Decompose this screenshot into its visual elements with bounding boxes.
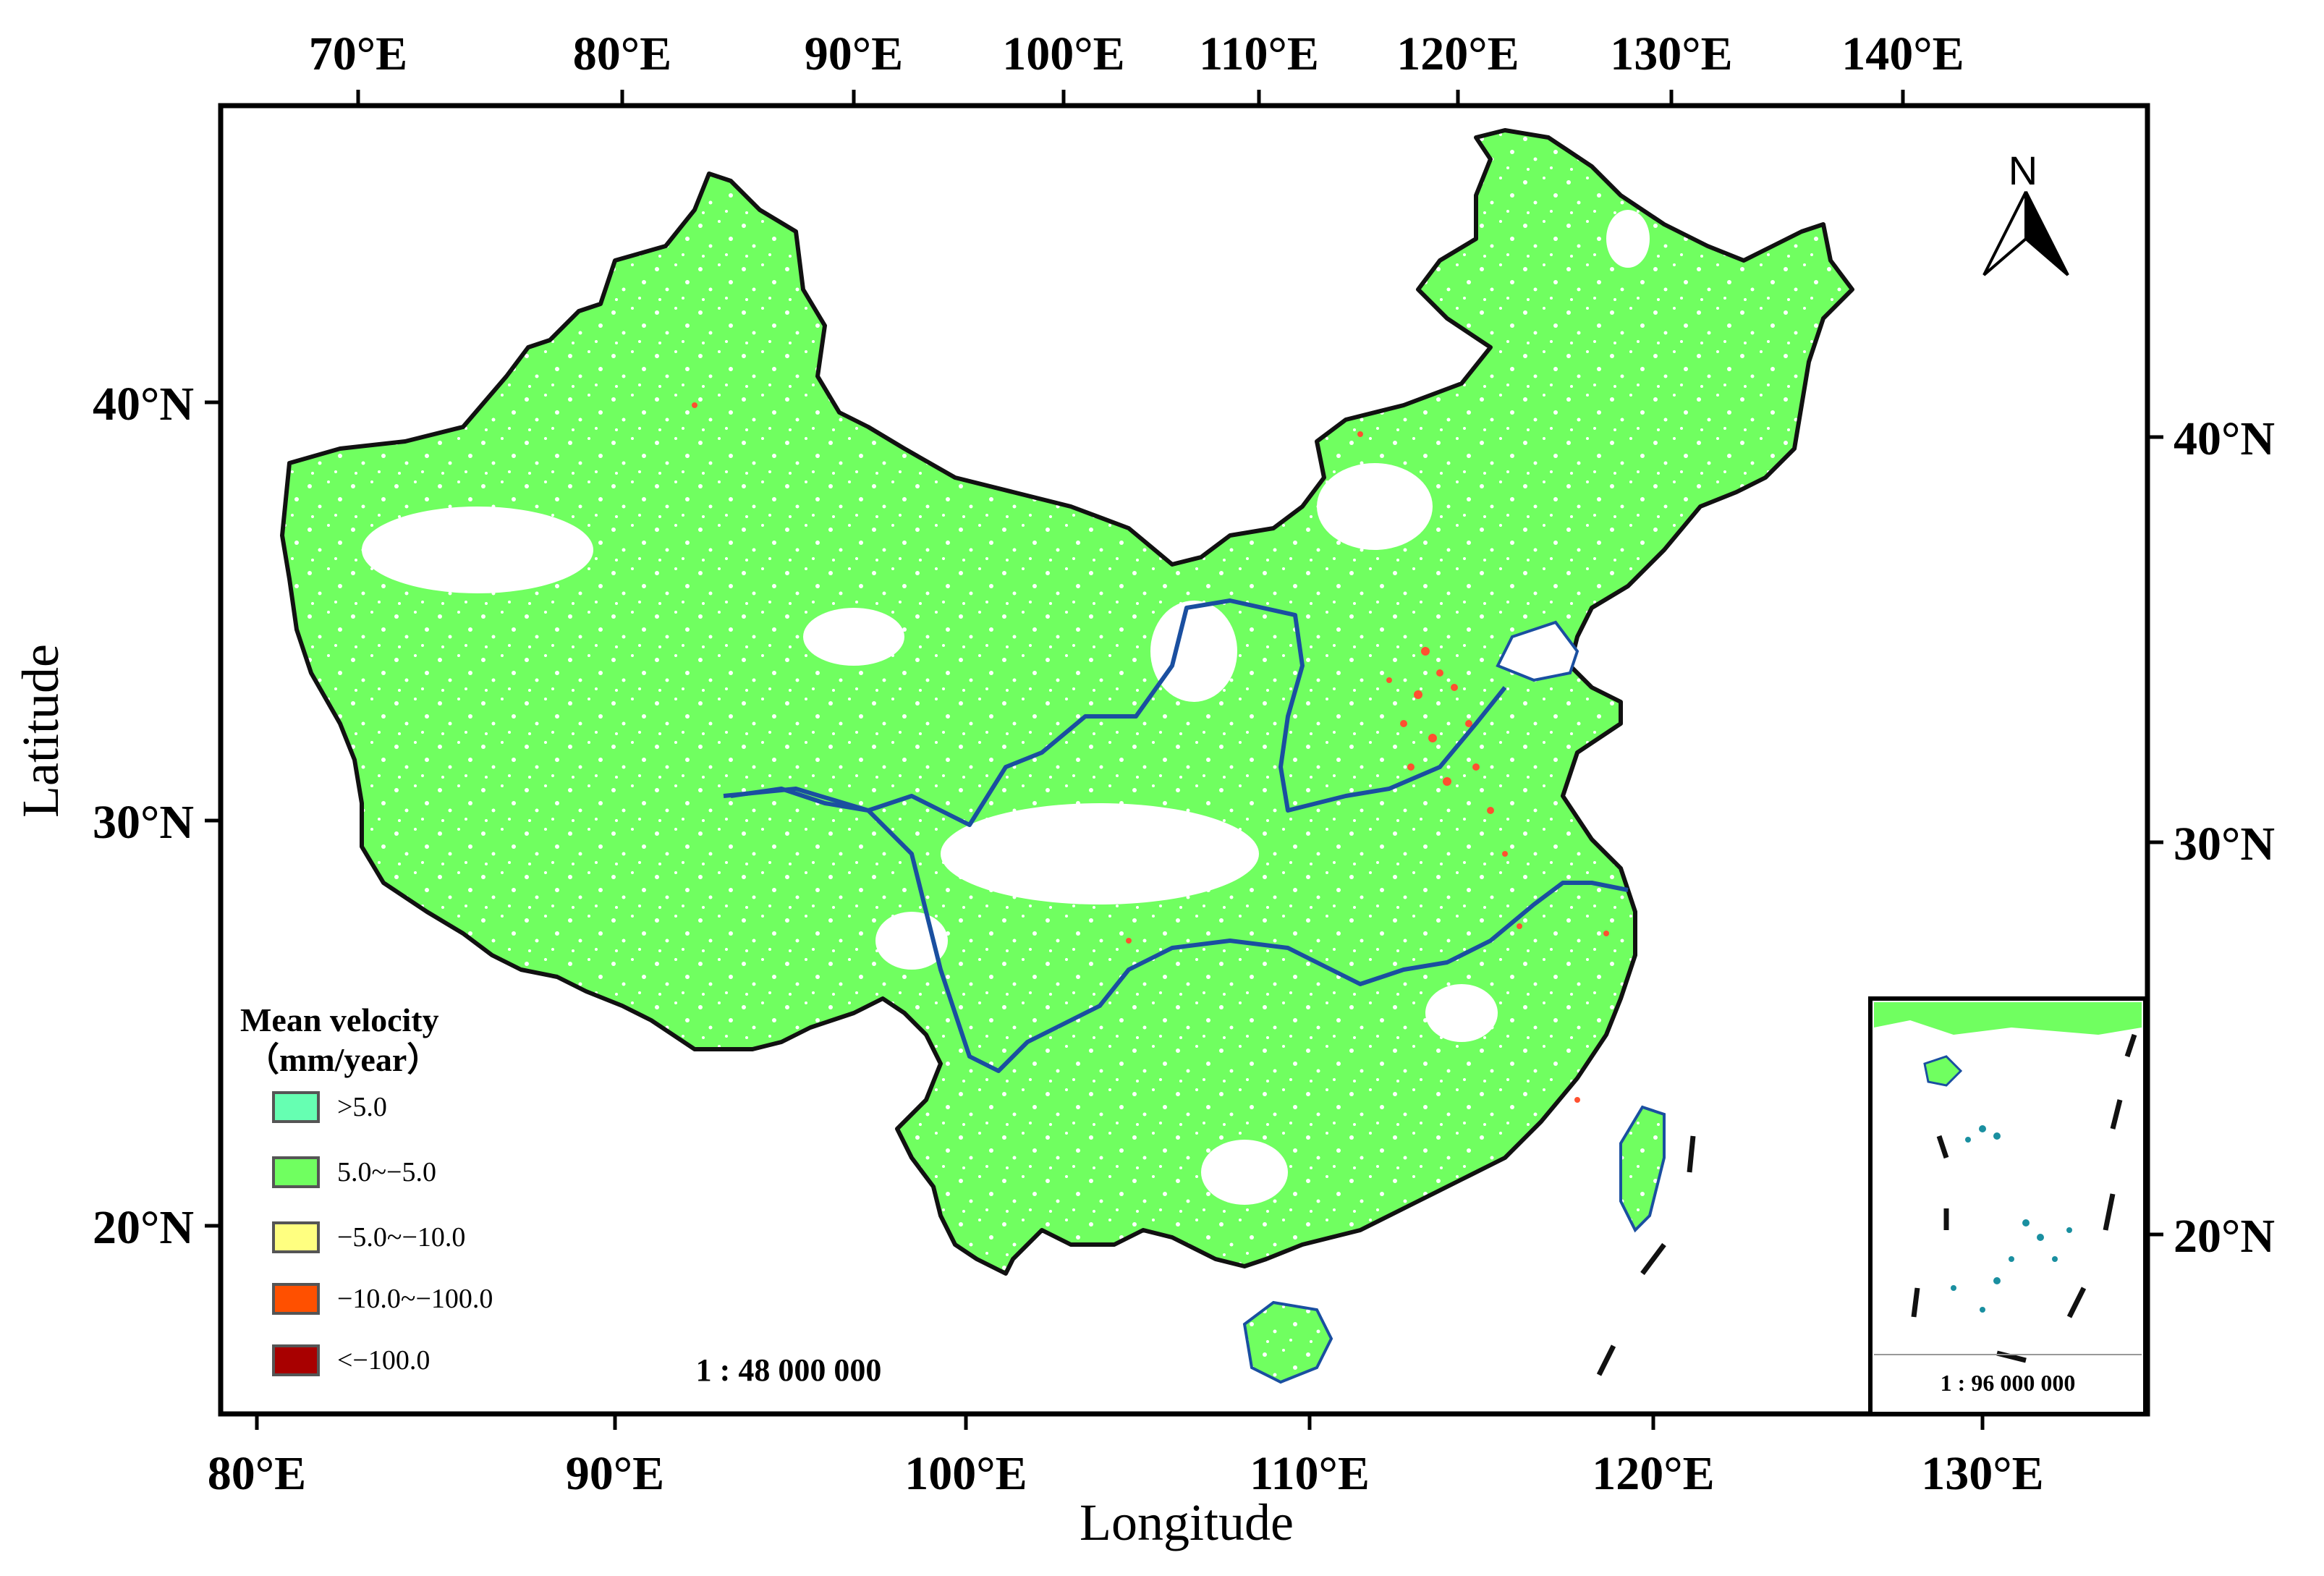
yangtze-river	[723, 787, 1629, 1073]
top-tick-label: 120°E	[1396, 27, 1519, 80]
x-axis-title: Longitude	[1080, 1494, 1294, 1551]
bottom-tick-labels: 80°E 90°E 100°E 110°E 120°E 130°E	[208, 1414, 2044, 1500]
rivers	[723, 598, 1629, 1073]
legend: Mean velocity （mm/year） >5.0 5.0~−5.0 −5.0…	[240, 1001, 493, 1376]
left-tick-label: 40°N	[93, 378, 194, 431]
bottom-tick-label: 110°E	[1250, 1447, 1370, 1500]
north-arrow-icon: N	[1982, 148, 2069, 276]
top-tick-label: 80°E	[573, 27, 671, 80]
hainan-island	[1242, 1300, 1333, 1384]
boundary-dashes	[1596, 1135, 1696, 1376]
bottom-tick-label: 90°E	[566, 1447, 664, 1500]
legend-item-label: 5.0~−5.0	[337, 1157, 436, 1187]
top-tick-label: 100°E	[1002, 27, 1124, 80]
taiwan-island	[1619, 1105, 1666, 1233]
right-tick-labels: 40°N 30°N 20°N	[2147, 412, 2275, 1263]
inset-scale-label: 1 : 96 000 000	[1941, 1370, 2076, 1396]
top-tick-label: 140°E	[1841, 27, 1964, 80]
legend-title-line2: （mm/year）	[246, 1041, 440, 1078]
top-tick-label: 70°E	[309, 27, 407, 80]
south-china-sea-inset: 1 : 96 000 000	[1868, 996, 2147, 1416]
legend-swatch	[272, 1344, 320, 1376]
legend-item-label: <−100.0	[337, 1345, 430, 1376]
left-tick-label: 20°N	[93, 1201, 194, 1254]
bottom-tick-label: 80°E	[208, 1447, 306, 1500]
top-tick-label: 130°E	[1610, 27, 1732, 80]
left-tick-labels: 40°N 30°N 20°N	[93, 378, 221, 1254]
legend-title-line1: Mean velocity	[240, 1001, 439, 1038]
legend-item-label: >5.0	[337, 1092, 387, 1122]
north-label: N	[2009, 148, 2037, 193]
legend-swatch	[272, 1283, 320, 1315]
legend-item-label: −5.0~−10.0	[337, 1222, 465, 1253]
bottom-tick-label: 130°E	[1921, 1447, 2043, 1500]
right-tick-label: 40°N	[2174, 412, 2275, 465]
legend-item-label: −10.0~−100.0	[337, 1284, 493, 1314]
y-axis-title: Latitude	[12, 644, 69, 818]
main-scale-label: 1 : 48 000 000	[696, 1352, 882, 1388]
top-tick-label: 90°E	[805, 27, 903, 80]
top-tick-labels: 70°E 80°E 90°E 100°E 110°E 120°E 130°E 140°E	[309, 27, 1964, 106]
right-tick-label: 20°N	[2174, 1210, 2275, 1263]
bottom-tick-label: 100°E	[904, 1447, 1027, 1500]
right-tick-label: 30°N	[2174, 818, 2275, 870]
left-tick-label: 30°N	[93, 796, 194, 849]
yellow-river	[730, 598, 1507, 827]
legend-swatch	[272, 1091, 320, 1123]
top-tick-label: 110°E	[1199, 27, 1319, 80]
bottom-tick-label: 120°E	[1592, 1447, 1714, 1500]
legend-swatch	[272, 1156, 320, 1188]
legend-swatch	[272, 1221, 320, 1253]
sparse-coverage-areas	[362, 210, 1650, 1205]
bohai-sea	[1496, 620, 1579, 682]
subsidence-hotspots	[692, 402, 1609, 1103]
